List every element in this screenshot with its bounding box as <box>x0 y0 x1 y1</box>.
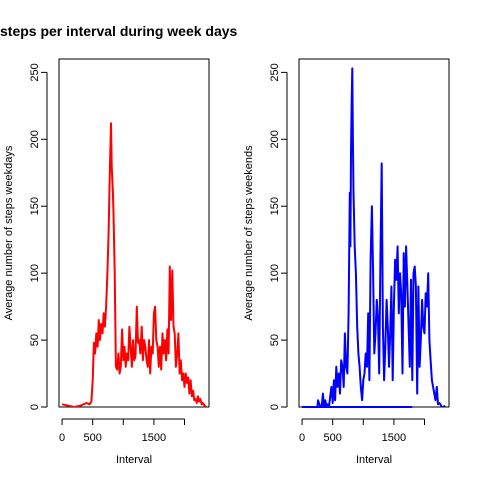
series-line-weekends <box>302 67 446 407</box>
y-tick-label-weekdays: 100 <box>29 264 41 282</box>
x-axis-label-weekends: Interval <box>356 454 392 466</box>
x-tick-label-weekends: 0 <box>299 432 305 444</box>
x-axis-label-weekdays: Interval <box>116 454 152 466</box>
x-tick-label-weekdays: 1500 <box>142 432 166 444</box>
y-tick-label-weekdays: 50 <box>29 334 41 346</box>
series-line-weekdays <box>61 122 207 407</box>
x-tick-label-weekdays: 500 <box>83 432 101 444</box>
y-tick-label-weekdays: 150 <box>29 197 41 215</box>
y-axis-label-weekends: Average number of steps weekends <box>243 145 255 321</box>
y-tick-label-weekends: 200 <box>269 130 281 148</box>
y-tick-label-weekdays: 0 <box>29 404 41 410</box>
plot-frame-weekends <box>298 58 450 408</box>
y-tick-label-weekends: 0 <box>269 404 281 410</box>
chart-title: steps per interval during week days <box>0 23 238 39</box>
x-tick-label-weekdays: 0 <box>59 432 65 444</box>
y-tick-label-weekdays: 250 <box>29 63 41 81</box>
x-tick-label-weekends: 1500 <box>382 432 406 444</box>
plot-frame-weekdays <box>58 58 210 408</box>
y-tick-label-weekends: 150 <box>269 197 281 215</box>
y-axis-label-weekdays: Average number of steps weekdays <box>3 145 15 320</box>
panel-weekends: 0 50 100 150 200 250 0 500 1500 Interval Average n… <box>243 58 450 466</box>
y-tick-label-weekends: 100 <box>269 264 281 282</box>
y-tick-label-weekdays: 200 <box>29 130 41 148</box>
x-tick-label-weekends: 500 <box>323 432 341 444</box>
y-tick-label-weekends: 50 <box>269 334 281 346</box>
panel-weekdays: 0 50 100 150 200 250 0 500 1500 Interval Average n… <box>3 58 210 466</box>
y-tick-label-weekends: 250 <box>269 63 281 81</box>
